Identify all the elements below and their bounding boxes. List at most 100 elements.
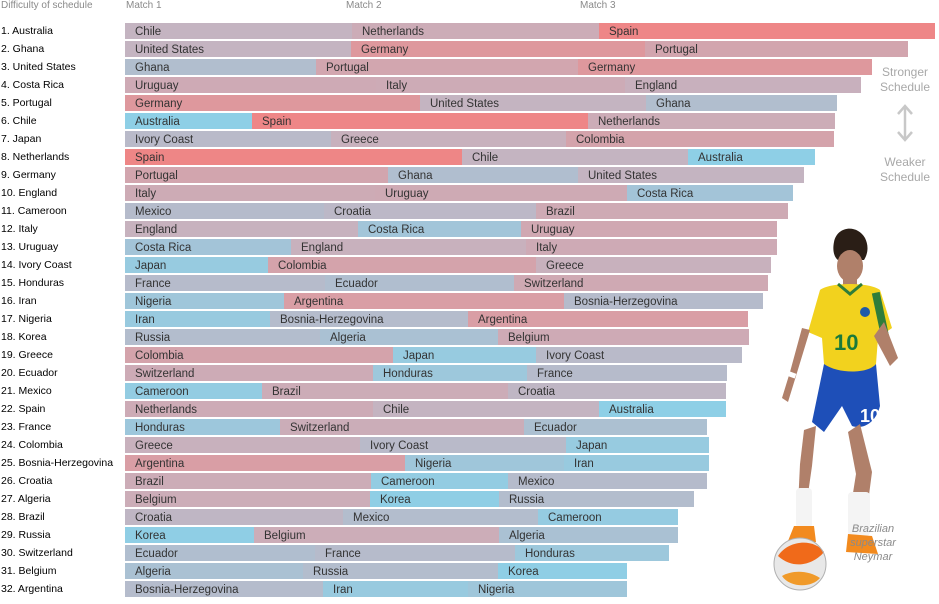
opponent-bar bbox=[125, 311, 270, 327]
opponent-bar bbox=[125, 437, 360, 453]
photo-caption: Brazilian superstar Neymar bbox=[838, 522, 908, 564]
team-row-label: 7. Japan bbox=[1, 133, 41, 145]
opponent-bar bbox=[566, 437, 709, 453]
team-row-label: 31. Belgium bbox=[1, 565, 57, 577]
opponent-bar bbox=[125, 545, 315, 561]
opponent-label: Bosnia-Herzegovina bbox=[280, 314, 384, 326]
opponent-bar bbox=[351, 41, 645, 57]
opponent-label: Brazil bbox=[272, 386, 301, 398]
team-row-label: 23. France bbox=[1, 421, 51, 433]
opponent-label: United States bbox=[135, 44, 204, 56]
opponent-bar bbox=[125, 257, 268, 273]
opponent-label: Australia bbox=[135, 116, 180, 128]
weaker-schedule-label: Weaker Schedule bbox=[868, 155, 939, 185]
team-row-label: 22. Spain bbox=[1, 403, 46, 415]
opponent-bar bbox=[324, 203, 536, 219]
opponent-label: Brazil bbox=[546, 206, 575, 218]
opponent-label: Australia bbox=[698, 152, 743, 164]
opponent-bar bbox=[125, 365, 373, 381]
opponent-bar bbox=[564, 455, 709, 471]
opponent-bar bbox=[564, 293, 763, 309]
double-arrow-icon bbox=[897, 104, 913, 142]
opponent-bar bbox=[524, 419, 707, 435]
opponent-bar bbox=[125, 401, 373, 417]
opponent-label: Colombia bbox=[135, 350, 184, 362]
opponent-label: Iran bbox=[135, 314, 155, 326]
opponent-bar bbox=[331, 131, 566, 147]
opponent-bar bbox=[125, 581, 323, 597]
opponent-label: Portugal bbox=[326, 62, 369, 74]
opponent-label: Mexico bbox=[135, 206, 171, 218]
opponent-label: Algeria bbox=[135, 566, 171, 578]
opponent-label: Algeria bbox=[509, 530, 545, 542]
opponent-bar bbox=[316, 59, 578, 75]
opponent-label: Japan bbox=[576, 440, 607, 452]
opponent-label: Spain bbox=[609, 26, 638, 38]
team-row-label: 8. Netherlands bbox=[1, 151, 69, 163]
opponent-bar bbox=[566, 131, 834, 147]
team-row-label: 14. Ivory Coast bbox=[1, 259, 72, 271]
team-row-label: 4. Costa Rica bbox=[1, 79, 64, 91]
opponent-bar bbox=[515, 545, 669, 561]
opponent-label: Netherlands bbox=[135, 404, 197, 416]
opponent-label: Chile bbox=[383, 404, 409, 416]
team-row-label: 13. Uruguay bbox=[1, 241, 59, 253]
match3-header: Match 3 bbox=[580, 0, 616, 11]
team-row-label: 12. Italy bbox=[1, 223, 39, 235]
opponent-label: United States bbox=[588, 170, 657, 182]
opponent-bar bbox=[388, 167, 578, 183]
caption-line2: superstar bbox=[850, 537, 896, 549]
opponent-bar bbox=[125, 239, 291, 255]
team-row-label: 30. Switzerland bbox=[1, 547, 73, 559]
opponent-bar bbox=[291, 239, 526, 255]
opponent-bar bbox=[599, 23, 935, 39]
opponent-label: Uruguay bbox=[385, 188, 429, 200]
team-row-label: 26. Croatia bbox=[1, 475, 53, 487]
opponent-bar bbox=[538, 509, 678, 525]
opponent-bar bbox=[360, 437, 566, 453]
opponent-label: Brazil bbox=[135, 476, 164, 488]
opponent-label: Honduras bbox=[135, 422, 185, 434]
opponent-bar bbox=[315, 545, 515, 561]
opponent-label: Cameroon bbox=[135, 386, 189, 398]
opponent-label: Ghana bbox=[135, 62, 170, 74]
team-row-label: 2. Ghana bbox=[1, 43, 44, 55]
opponent-label: England bbox=[635, 80, 677, 92]
opponent-bar bbox=[599, 401, 726, 417]
stronger-label-line2: Schedule bbox=[879, 80, 931, 94]
opponent-bar bbox=[325, 275, 514, 291]
opponent-bar bbox=[125, 131, 331, 147]
opponent-bar bbox=[646, 95, 837, 111]
opponent-bar bbox=[320, 329, 498, 345]
team-row-label: 1. Australia bbox=[1, 25, 53, 37]
opponent-bar bbox=[468, 311, 748, 327]
opponent-label: Iran bbox=[333, 584, 353, 596]
opponent-bar bbox=[125, 41, 351, 57]
opponent-label: Italy bbox=[135, 188, 156, 200]
opponent-bar bbox=[280, 419, 524, 435]
opponent-bar bbox=[270, 311, 468, 327]
team-row-label: 6. Chile bbox=[1, 115, 37, 127]
opponent-bar bbox=[420, 95, 646, 111]
team-row-label: 11. Cameroon bbox=[1, 205, 67, 217]
opponent-label: Spain bbox=[262, 116, 291, 128]
team-row-label: 29. Russia bbox=[1, 529, 51, 541]
opponent-bar bbox=[125, 329, 320, 345]
opponent-bar bbox=[125, 383, 262, 399]
opponent-label: Greece bbox=[546, 260, 584, 272]
opponent-bar bbox=[627, 185, 793, 201]
neymar-photo: 10 10 bbox=[773, 228, 898, 591]
opponent-label: Korea bbox=[508, 566, 539, 578]
opponent-bar bbox=[125, 491, 370, 507]
team-row-label: 15. Honduras bbox=[1, 277, 64, 289]
opponent-bar bbox=[527, 365, 727, 381]
opponent-bar bbox=[625, 77, 861, 93]
opponent-bar bbox=[645, 41, 908, 57]
opponent-bar bbox=[688, 149, 815, 165]
opponent-label: Costa Rica bbox=[368, 224, 425, 236]
opponent-bar bbox=[125, 149, 462, 165]
opponent-bar bbox=[514, 275, 768, 291]
opponent-label: Argentina bbox=[478, 314, 528, 326]
opponent-label: Colombia bbox=[576, 134, 625, 146]
